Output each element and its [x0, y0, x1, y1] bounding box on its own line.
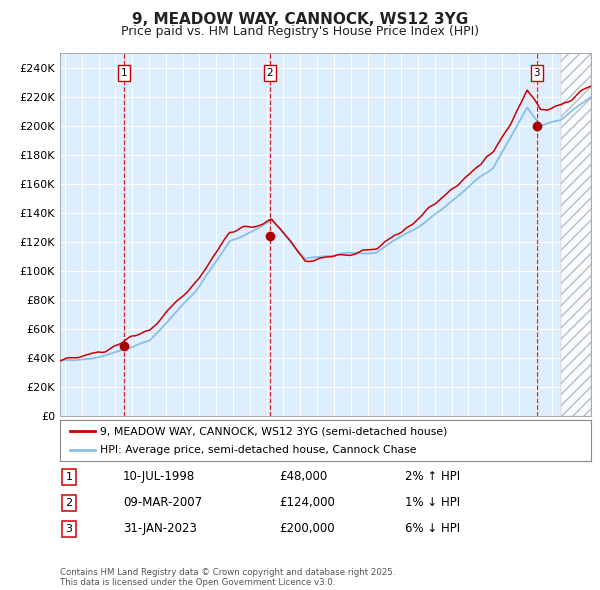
Text: 2: 2: [65, 498, 73, 507]
Text: 6% ↓ HPI: 6% ↓ HPI: [405, 522, 460, 535]
Text: 1: 1: [121, 68, 128, 78]
Text: 9, MEADOW WAY, CANNOCK, WS12 3YG (semi-detached house): 9, MEADOW WAY, CANNOCK, WS12 3YG (semi-d…: [100, 426, 447, 436]
Text: Price paid vs. HM Land Registry's House Price Index (HPI): Price paid vs. HM Land Registry's House …: [121, 25, 479, 38]
Text: 10-JUL-1998: 10-JUL-1998: [123, 470, 195, 483]
Text: 3: 3: [533, 68, 540, 78]
Text: 1: 1: [65, 472, 73, 481]
Text: HPI: Average price, semi-detached house, Cannock Chase: HPI: Average price, semi-detached house,…: [100, 445, 416, 455]
Text: 9, MEADOW WAY, CANNOCK, WS12 3YG: 9, MEADOW WAY, CANNOCK, WS12 3YG: [132, 12, 468, 27]
Text: 31-JAN-2023: 31-JAN-2023: [123, 522, 197, 535]
Text: £200,000: £200,000: [279, 522, 335, 535]
Text: 09-MAR-2007: 09-MAR-2007: [123, 496, 202, 509]
Text: £48,000: £48,000: [279, 470, 327, 483]
Text: £124,000: £124,000: [279, 496, 335, 509]
Text: 3: 3: [65, 524, 73, 533]
Text: 2: 2: [266, 68, 273, 78]
Text: 1% ↓ HPI: 1% ↓ HPI: [405, 496, 460, 509]
Text: 2% ↑ HPI: 2% ↑ HPI: [405, 470, 460, 483]
Text: Contains HM Land Registry data © Crown copyright and database right 2025.
This d: Contains HM Land Registry data © Crown c…: [60, 568, 395, 587]
